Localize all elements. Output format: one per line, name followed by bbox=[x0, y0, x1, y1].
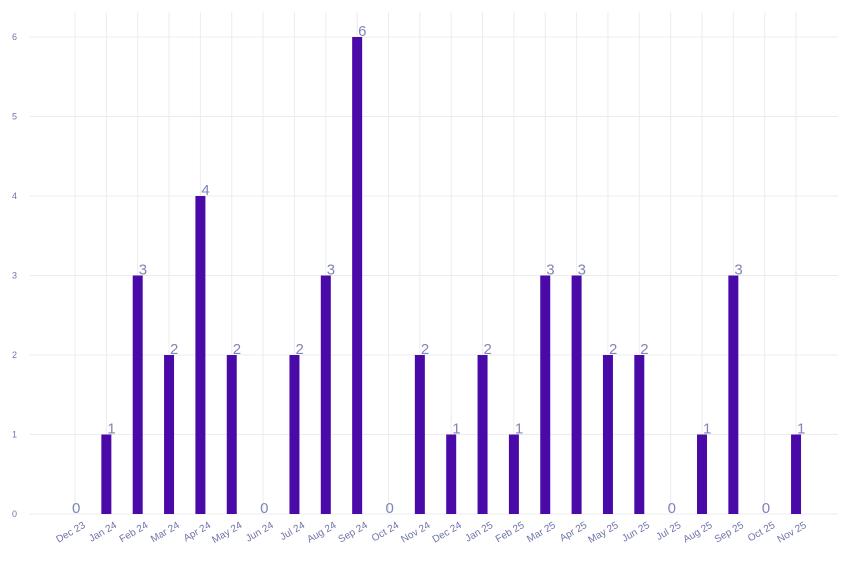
data-label: 3 bbox=[139, 262, 147, 279]
data-label: 0 bbox=[260, 500, 268, 517]
x-tick-label: Sep 24 bbox=[337, 520, 370, 546]
x-tick-label: Jun 25 bbox=[620, 520, 652, 545]
y-tick-label: 0 bbox=[12, 509, 17, 519]
data-label: 1 bbox=[515, 421, 523, 438]
bar bbox=[226, 355, 237, 514]
data-label: 3 bbox=[734, 262, 742, 279]
bar bbox=[101, 434, 112, 514]
bar bbox=[446, 434, 457, 514]
data-label: 2 bbox=[170, 341, 178, 358]
bar bbox=[571, 275, 582, 514]
data-label: 6 bbox=[358, 23, 366, 40]
bar bbox=[132, 275, 143, 514]
x-tick-label: May 25 bbox=[587, 520, 621, 546]
y-axis-ticks: 0 1 2 3 4 5 6 bbox=[12, 32, 17, 519]
x-tick-label: Apr 24 bbox=[182, 520, 213, 544]
x-tick-label: Nov 24 bbox=[399, 520, 432, 546]
x-tick-label: Jan 24 bbox=[87, 520, 119, 545]
data-label: 2 bbox=[295, 341, 303, 358]
y-tick-label: 1 bbox=[12, 430, 17, 440]
x-tick-label: Oct 24 bbox=[370, 520, 401, 544]
x-tick-label: Dec 24 bbox=[431, 520, 464, 546]
bar bbox=[195, 196, 206, 514]
data-label: 0 bbox=[668, 500, 676, 517]
bar bbox=[477, 355, 488, 514]
data-label: 2 bbox=[609, 341, 617, 358]
y-tick-label: 6 bbox=[12, 32, 17, 42]
data-label: 1 bbox=[107, 421, 115, 438]
data-label: 2 bbox=[421, 341, 429, 358]
y-tick-label: 2 bbox=[12, 350, 17, 360]
x-tick-label: Jul 24 bbox=[278, 520, 307, 543]
x-tick-label: Jul 25 bbox=[655, 520, 684, 543]
x-tick-label: Nov 25 bbox=[776, 520, 809, 546]
data-label: 1 bbox=[797, 421, 805, 438]
data-label: 0 bbox=[72, 500, 80, 517]
bar bbox=[320, 275, 331, 514]
x-tick-label: Mar 25 bbox=[525, 520, 558, 545]
data-label: 3 bbox=[327, 262, 335, 279]
bar bbox=[791, 434, 802, 514]
data-label: 2 bbox=[484, 341, 492, 358]
data-label: 1 bbox=[703, 421, 711, 438]
bar bbox=[602, 355, 613, 514]
y-tick-label: 3 bbox=[12, 271, 17, 281]
x-tick-label: Dec 23 bbox=[55, 520, 88, 546]
bar bbox=[540, 275, 551, 514]
x-tick-label: Sep 25 bbox=[713, 520, 746, 546]
y-tick-label: 5 bbox=[12, 112, 17, 122]
data-label: 4 bbox=[201, 182, 209, 199]
data-label: 0 bbox=[762, 500, 770, 517]
bar bbox=[414, 355, 425, 514]
bars bbox=[101, 37, 802, 514]
bar bbox=[164, 355, 175, 514]
x-tick-label: Jan 25 bbox=[464, 520, 496, 545]
x-tick-label: Jun 24 bbox=[244, 520, 276, 545]
y-tick-label: 4 bbox=[12, 191, 17, 201]
data-label: 0 bbox=[386, 500, 394, 517]
data-label: 2 bbox=[233, 341, 241, 358]
x-tick-label: Feb 25 bbox=[494, 520, 527, 545]
data-labels: 0 1 3 2 4 2 0 2 3 6 0 2 1 2 1 3 3 2 2 0 1 3 0 1 bbox=[72, 23, 805, 517]
data-label: 1 bbox=[452, 421, 460, 438]
grid-lines bbox=[30, 12, 838, 515]
x-tick-label: May 24 bbox=[210, 520, 244, 546]
x-tick-label: Aug 24 bbox=[305, 520, 338, 546]
x-tick-label: Apr 25 bbox=[558, 520, 589, 544]
bar bbox=[634, 355, 645, 514]
bar bbox=[697, 434, 707, 514]
x-tick-label: Aug 25 bbox=[682, 520, 715, 546]
data-label: 2 bbox=[640, 341, 648, 358]
data-label: 3 bbox=[546, 262, 554, 279]
bar bbox=[728, 275, 739, 514]
bar bbox=[352, 37, 363, 514]
bar bbox=[289, 355, 300, 514]
x-tick-label: Oct 25 bbox=[746, 520, 777, 544]
x-tick-label: Mar 24 bbox=[149, 520, 182, 545]
bar bbox=[508, 434, 519, 514]
x-tick-label: Feb 24 bbox=[118, 520, 151, 545]
data-label: 3 bbox=[578, 262, 586, 279]
